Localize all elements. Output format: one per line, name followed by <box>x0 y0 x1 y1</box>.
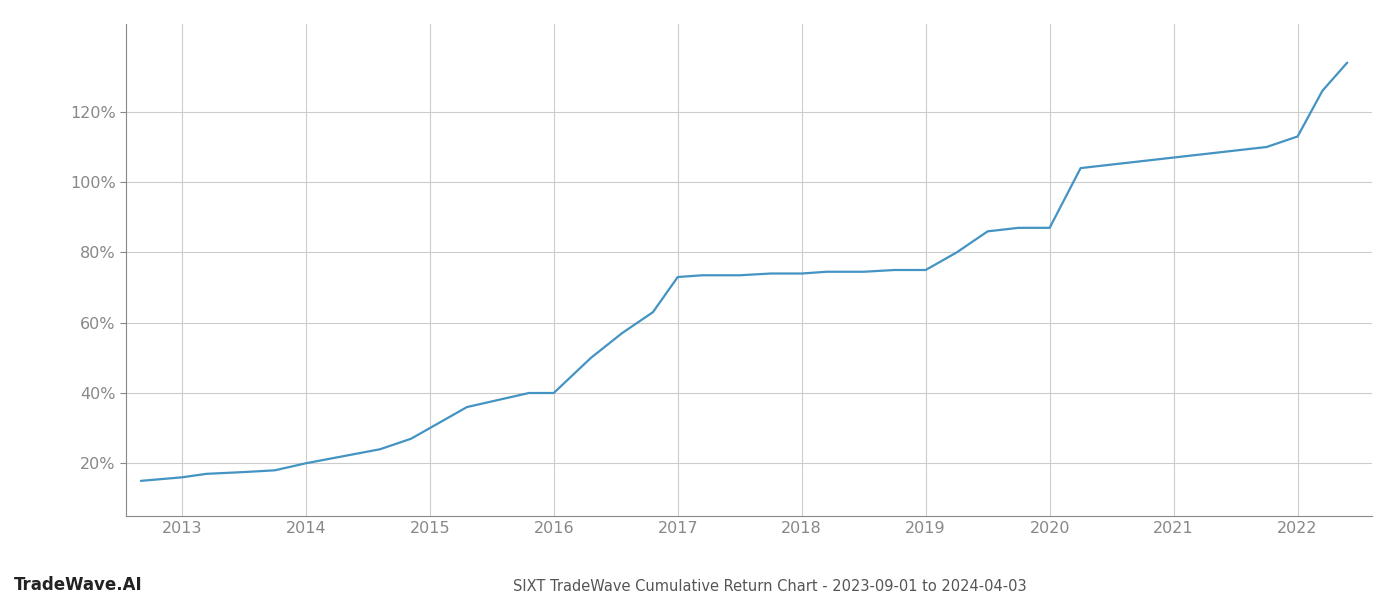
Text: SIXT TradeWave Cumulative Return Chart - 2023-09-01 to 2024-04-03: SIXT TradeWave Cumulative Return Chart -… <box>514 579 1026 594</box>
Text: TradeWave.AI: TradeWave.AI <box>14 576 143 594</box>
